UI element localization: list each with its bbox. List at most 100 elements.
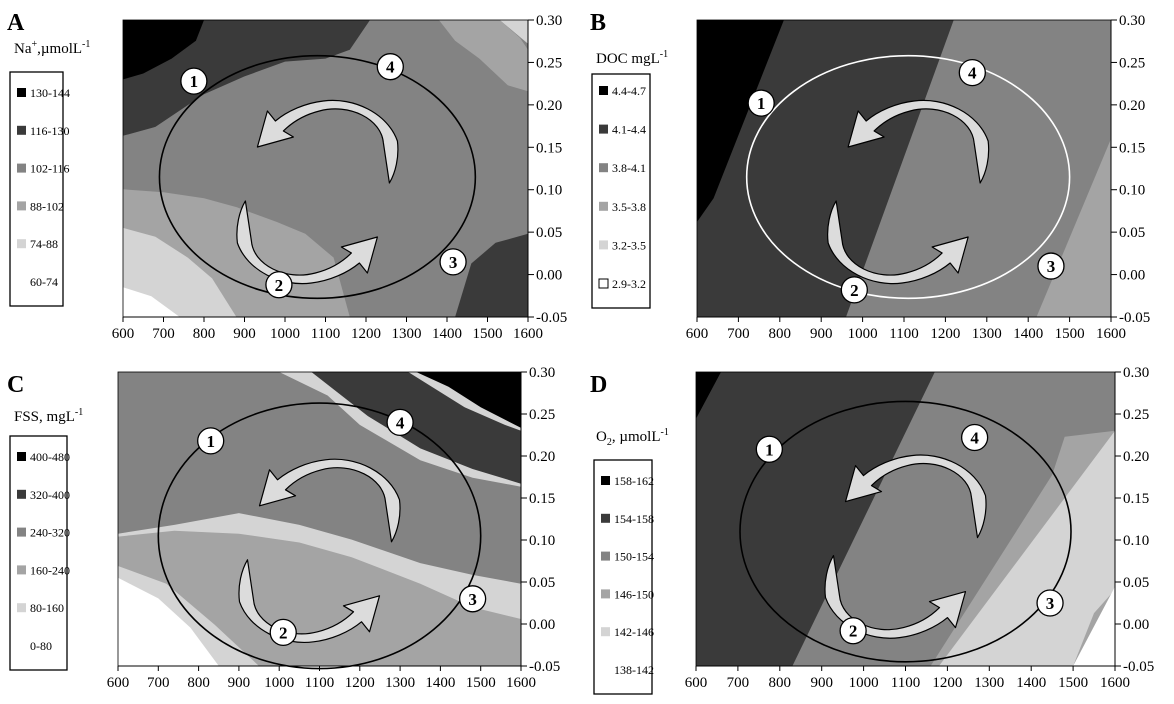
legend-box — [591, 73, 651, 309]
loop-marker-4: 4 — [960, 423, 989, 452]
panel-letter: B — [590, 10, 606, 36]
x-tick-label: 1200 — [351, 326, 381, 342]
marker-label: 2 — [849, 622, 858, 641]
y-tick-label: -0.05 — [1119, 310, 1150, 326]
x-tick-label: 1100 — [891, 675, 920, 691]
x-tick-label: 600 — [112, 326, 135, 342]
marker-label: 3 — [468, 590, 477, 609]
x-tick-label: 1600 — [513, 326, 543, 342]
legend-entry-label: 146-150 — [614, 587, 654, 601]
marker-label: 2 — [275, 276, 284, 295]
y-tick-label: 0.00 — [1123, 617, 1149, 633]
direction-arrow-upper — [258, 458, 401, 543]
legend-swatch — [17, 489, 26, 499]
y-tick-label: -0.05 — [529, 659, 560, 675]
legend-entry-label: 4.1-4.4 — [612, 123, 646, 137]
marker-label: 4 — [968, 64, 977, 83]
x-tick-label: 800 — [187, 675, 210, 691]
x-tick-label: 1400 — [425, 675, 455, 691]
x-tick-label: 1600 — [1100, 675, 1130, 691]
legend-swatch — [17, 277, 26, 286]
loop-marker-3: 3 — [458, 585, 487, 613]
loop-marker-3: 3 — [439, 248, 467, 276]
legend-title: O2, µmolL-1 — [596, 427, 669, 448]
y-tick-label: 0.05 — [529, 575, 555, 591]
legend-entry-label: 2.9-3.2 — [612, 277, 646, 291]
x-tick-label: 1400 — [1016, 675, 1046, 691]
x-tick-label: 800 — [193, 326, 216, 342]
legend: 130-144 116-130 102-116 88-102 74-88 60-74 — [9, 71, 70, 307]
legend-entry-label: 60-74 — [30, 275, 58, 289]
contour-band — [416, 372, 521, 428]
y-tick-label: 0.15 — [529, 491, 555, 507]
legend-entry-label: 154-158 — [614, 512, 654, 526]
panel-letter: D — [590, 372, 607, 398]
x-tick-label: 1500 — [473, 326, 503, 342]
y-tick-label: 0.05 — [1119, 225, 1145, 241]
contour-bands — [118, 372, 521, 666]
y-tick-label: 0.15 — [1123, 491, 1149, 507]
x-tick-label: 1400 — [1013, 326, 1043, 342]
loop-marker-4: 4 — [376, 53, 404, 81]
legend-box — [9, 71, 64, 307]
legend: 158-162 154-158 150-154 146-150 142-146 138-1… — [593, 459, 654, 695]
x-tick-label: 1000 — [849, 675, 879, 691]
legend: 400-480 320-400 240-320 160-240 80-160 0-80 — [9, 435, 70, 671]
x-tick-label: 1600 — [1096, 326, 1126, 342]
x-tick-label: 900 — [810, 675, 833, 691]
marker-label: 1 — [757, 94, 766, 113]
loop-marker-3: 3 — [1036, 589, 1064, 617]
x-tick-label: 700 — [152, 326, 175, 342]
contour-band — [123, 20, 204, 80]
y-tick-label: 0.20 — [1119, 98, 1145, 114]
legend-swatch — [601, 589, 610, 599]
direction-arrow-upper — [256, 99, 399, 184]
x-tick-label: 1000 — [270, 326, 300, 342]
x-tick-label: 1100 — [311, 326, 340, 342]
loop-marker-2: 2 — [840, 276, 868, 304]
y-tick-label: 0.05 — [1123, 575, 1149, 591]
legend-swatch — [17, 565, 26, 575]
x-tick-label: 1200 — [930, 326, 960, 342]
legend-swatch — [599, 86, 608, 95]
x-tick-label: 1600 — [506, 675, 536, 691]
y-tick-label: 0.10 — [529, 533, 555, 549]
x-tick-label: 900 — [810, 326, 833, 342]
contour-band — [311, 372, 521, 484]
legend-entry-label: 138-142 — [614, 663, 654, 677]
marker-label: 2 — [279, 623, 288, 642]
loop-marker-4: 4 — [386, 408, 414, 437]
x-tick-label: 700 — [727, 326, 750, 342]
legend-swatch — [601, 476, 610, 485]
legend-entry-label: 130-144 — [30, 86, 70, 100]
direction-arrow-upper — [847, 99, 990, 184]
y-tick-label: 0.00 — [529, 617, 555, 633]
legend-entry-label: 80-160 — [30, 601, 64, 615]
x-tick-label: 1500 — [1055, 326, 1085, 342]
direction-arrow-lower — [238, 559, 381, 644]
contour-band — [1073, 586, 1115, 666]
legend-entry-label: 88-102 — [30, 199, 64, 213]
legend-swatch — [17, 88, 26, 97]
marker-label: 2 — [850, 281, 859, 300]
y-tick-label: 0.20 — [1123, 449, 1149, 465]
x-tick-label: 900 — [228, 675, 251, 691]
loop-marker-3: 3 — [1037, 252, 1065, 280]
y-tick-label: 0.10 — [536, 183, 562, 199]
direction-arrow-upper — [844, 454, 987, 539]
y-tick-label: 0.30 — [536, 13, 562, 29]
legend-swatch — [17, 201, 26, 211]
y-tick-label: 0.05 — [536, 225, 562, 241]
legend-entry-label: 74-88 — [30, 237, 58, 251]
y-tick-label: 0.25 — [536, 55, 562, 71]
legend-swatch — [17, 239, 26, 249]
x-tick-label: 1100 — [889, 326, 918, 342]
legend-entry-label: 160-240 — [30, 563, 70, 577]
contour-band — [118, 372, 521, 584]
direction-arrow-lower — [824, 554, 967, 639]
y-tick-label: 0.10 — [1119, 183, 1145, 199]
panel-letter: C — [7, 372, 24, 398]
legend-swatch — [599, 240, 608, 250]
y-tick-label: 0.30 — [529, 365, 555, 381]
x-tick-label: 1000 — [264, 675, 294, 691]
